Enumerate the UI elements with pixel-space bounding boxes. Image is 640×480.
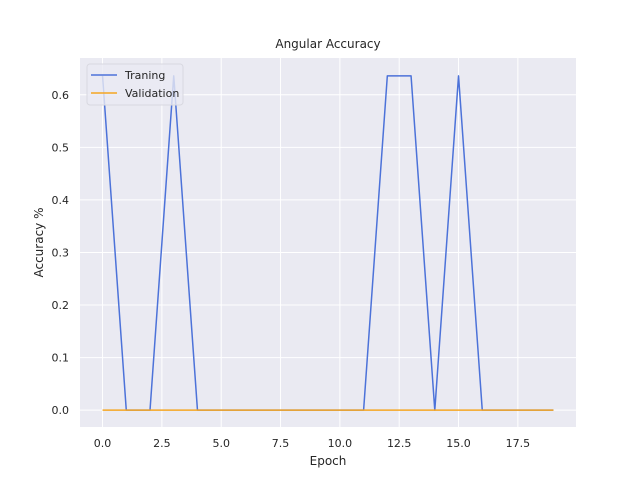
x-tick-label: 2.5 xyxy=(153,437,171,450)
y-tick-label: 0.4 xyxy=(52,194,70,207)
x-tick-label: 10.0 xyxy=(328,437,353,450)
x-tick-label: 0.0 xyxy=(94,437,112,450)
legend: Traning Validation xyxy=(86,63,184,106)
x-tick-label: 12.5 xyxy=(387,437,412,450)
y-tick-label: 0.1 xyxy=(52,352,70,365)
plot-area xyxy=(80,58,576,427)
y-tick-label: 0.3 xyxy=(52,246,70,259)
x-tick-label: 15.0 xyxy=(446,437,471,450)
series-layer xyxy=(101,75,554,411)
x-tick-label: 5.0 xyxy=(212,437,230,450)
tick-labels: 0.0 2.5 5.0 7.5 10.0 12.5 15.0 17.5 0.0 0.1 0.2 0.3… xyxy=(52,89,531,450)
chart-title: Angular Accuracy xyxy=(275,37,380,51)
grid-lines xyxy=(80,58,576,427)
legend-label-traning: Traning xyxy=(124,69,165,82)
y-tick-label: 0.5 xyxy=(52,141,70,154)
y-tick-label: 0.2 xyxy=(52,299,70,312)
y-tick-label: 0.0 xyxy=(52,404,70,417)
legend-label-validation: Validation xyxy=(125,87,179,100)
x-tick-label: 17.5 xyxy=(506,437,531,450)
x-tick-label: 7.5 xyxy=(272,437,290,450)
y-axis-label: Accuracy % xyxy=(32,207,46,277)
x-axis-label: Epoch xyxy=(310,454,347,468)
y-tick-label: 0.6 xyxy=(52,89,70,102)
